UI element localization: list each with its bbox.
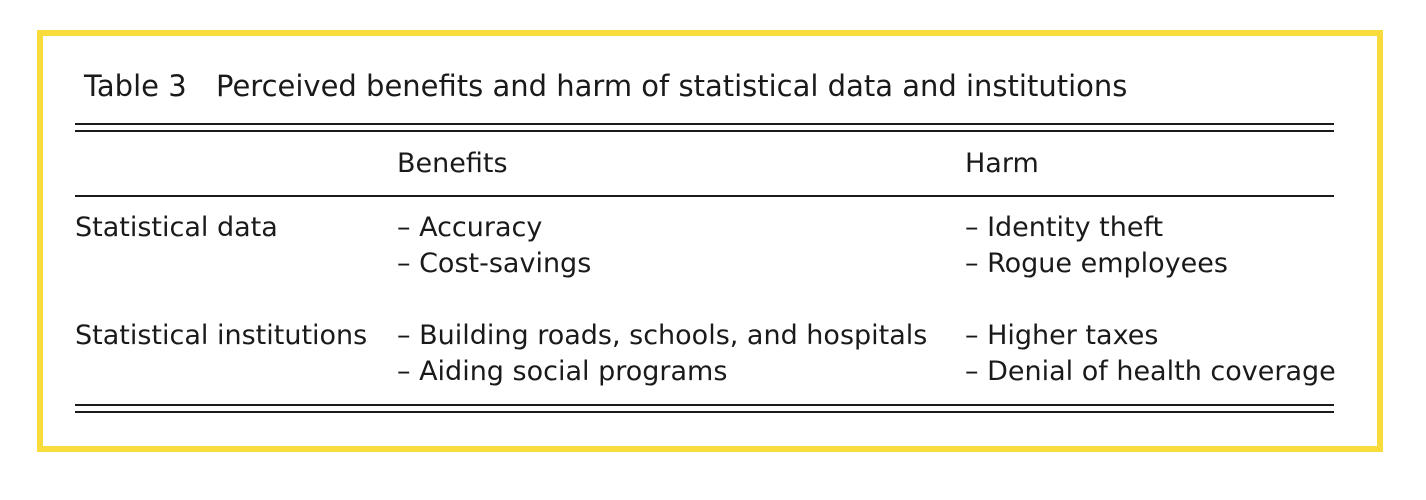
column-header-benefits: Benefits [397,148,508,179]
table-caption: Table 3 Perceived benefits and harm of st… [84,66,1127,106]
bottom-rule-2 [75,411,1334,413]
top-rule-2 [75,130,1334,132]
benefits-cell-statistical-institutions: – Building roads, schools, and hospitals… [397,318,927,390]
header-rule [75,195,1334,197]
list-item: – Higher taxes [965,320,1159,351]
list-item: – Denial of health coverage [965,356,1336,387]
list-item: – Aiding social programs [397,356,728,387]
harm-cell-statistical-institutions: – Higher taxes – Denial of health covera… [965,318,1336,390]
top-rule-1 [75,123,1334,125]
list-item: – Accuracy [397,212,543,243]
table-frame [37,30,1383,452]
row-header-statistical-data: Statistical data [75,212,278,243]
harm-cell-statistical-data: – Identity theft – Rogue employees [965,210,1228,282]
bottom-rule-1 [75,404,1334,406]
column-header-harm: Harm [965,148,1039,179]
table-title: Perceived benefits and harm of statistic… [216,69,1128,103]
list-item: – Building roads, schools, and hospitals [397,320,928,351]
row-header-statistical-institutions: Statistical institutions [75,320,368,351]
list-item: – Cost-savings [397,248,592,279]
list-item: – Identity theft [965,212,1164,243]
list-item: – Rogue employees [965,248,1228,279]
benefits-cell-statistical-data: – Accuracy – Cost-savings [397,210,591,282]
table-label: Table 3 [84,69,187,103]
